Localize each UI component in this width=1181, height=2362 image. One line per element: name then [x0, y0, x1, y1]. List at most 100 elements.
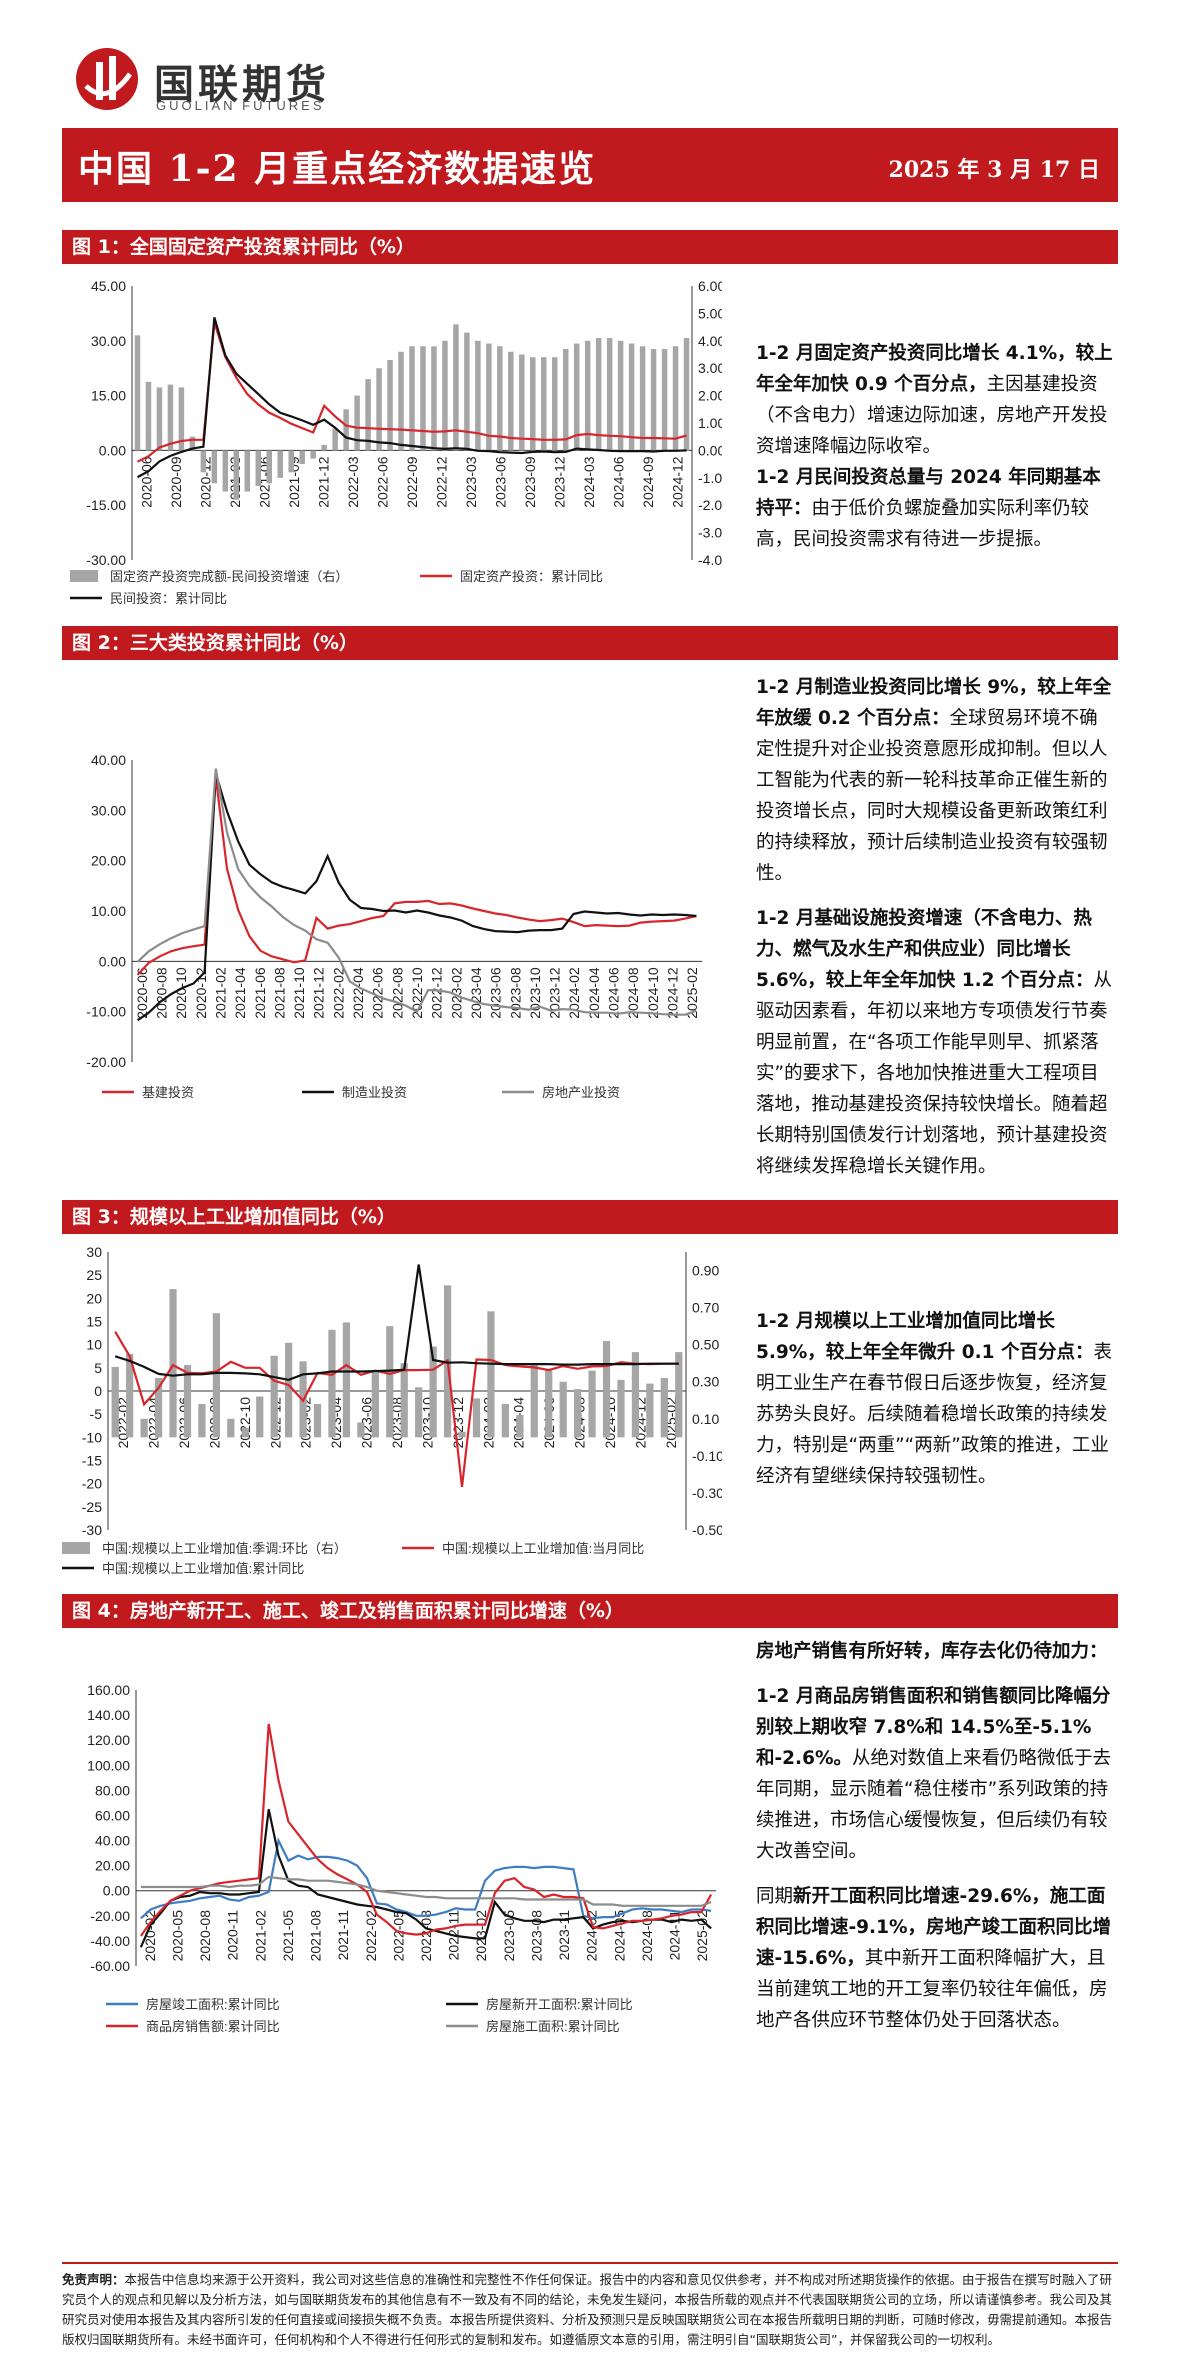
y-tick-label: -30.00: [86, 552, 126, 568]
y-tick-label-right: 1.00: [698, 415, 722, 431]
bar: [464, 332, 470, 451]
legend-label: 房屋施工面积:累计同比: [486, 2019, 620, 2034]
bar: [145, 381, 152, 451]
bar: [398, 351, 404, 451]
x-tick-label: 2023-09: [522, 456, 538, 508]
x-tick-label: 2023-12: [551, 456, 567, 508]
y-tick-label: 20.00: [95, 1858, 130, 1874]
legend-label: 房地产业投资: [542, 1085, 620, 1100]
x-tick-label: 2025-02: [694, 1910, 710, 1962]
bar: [321, 444, 327, 451]
x-tick-label: 2020-06: [139, 456, 155, 508]
bar: [299, 450, 305, 465]
legend-swatch: [62, 1542, 90, 1554]
y-tick-label-right: 0.10: [692, 1411, 719, 1427]
logo-subtitle: GUOLIAN FUTURES: [156, 98, 325, 113]
y-tick-label: -5: [90, 1406, 103, 1422]
bar: [154, 1378, 163, 1438]
legend-label: 商品房销售额:累计同比: [146, 2019, 280, 2034]
section-1-title: 图 1：全国固定资产投资累计同比（%）: [62, 230, 1118, 264]
chart-fixed-asset-investment: 45.00 30.00 15.00 0.00 -15.00 -30.00 6.00 5.00 4…: [70, 278, 722, 606]
y-tick-label: -10.00: [86, 1004, 126, 1020]
s3-p1-bold: 1-2 月规模以上工业增加值同比增长 5.9%，较上年全年微升 0.1 个百分点…: [756, 1311, 1094, 1363]
bar: [342, 1322, 351, 1438]
bar: [661, 349, 668, 451]
bar: [675, 1352, 683, 1438]
x-tick-label: 2020-05: [169, 1910, 185, 1962]
bar: [288, 450, 294, 473]
bar: [332, 428, 338, 451]
s4-p2-pre: 同期: [756, 1886, 794, 1907]
x-tick-label: 2022-03: [345, 456, 361, 508]
x-tick-label: 2022-09: [404, 456, 420, 508]
bar: [487, 1311, 495, 1438]
s4-p2-text: 其中新开工面积降幅扩大，且当前建筑工地的开工复率仍较往年偏低，房地产各供应环节整…: [756, 1948, 1108, 2031]
y-tick-label-right: 0.30: [692, 1374, 719, 1390]
bar: [501, 1403, 509, 1438]
x-tick-label: 2021-10: [291, 967, 307, 1019]
bar: [200, 450, 207, 473]
x-tick-label: 2022-02: [363, 1910, 379, 1962]
x-tick-label: 2020-10: [173, 967, 189, 1019]
section-4-text: 房地产销售有所好转，库存去化仍待加力： 1-2 月商品房销售面积和销售额同比降幅…: [756, 1636, 1116, 2036]
legend-label: 固定资产投资：累计同比: [460, 569, 603, 584]
s2-p1-text: 全球贸易环境不确定性提升对企业投资意愿形成抑制。但以人工智能为代表的新一轮科技革…: [756, 708, 1108, 884]
section-2-text: 1-2 月制造业投资同比增长 9%，较上年全年放缓 0.2 个百分点：全球贸易环…: [756, 672, 1116, 1182]
x-tick-label: 2024-09: [640, 456, 656, 508]
legend-label: 固定资产投资完成额-民间投资增速（右）: [110, 569, 348, 584]
s4-p0-bold: 房地产销售有所好转，库存去化仍待加力：: [756, 1641, 1108, 1662]
bar: [222, 450, 229, 492]
y-tick-label-right: -0.50: [692, 1522, 722, 1538]
x-tick-label: 2021-04: [232, 967, 248, 1019]
bar: [595, 338, 602, 451]
section-3-text: 1-2 月规模以上工业增加值同比增长 5.9%，较上年全年微升 0.1 个百分点…: [756, 1306, 1116, 1492]
x-tick-label: 2023-12: [547, 967, 563, 1019]
x-tick-label: 2023-10: [527, 967, 543, 1019]
disclaimer: 免责声明：本报告中信息均来源于公开资料，我公司对这些信息的准确性和完整性不作任何…: [62, 2270, 1118, 2350]
x-tick-label: 2021-08: [271, 967, 287, 1019]
y-tick-label: -60.00: [90, 1958, 130, 1974]
divider: [62, 2262, 1118, 2264]
bar: [588, 1370, 596, 1438]
bar: [313, 1403, 322, 1438]
x-tick-label: 2023-08: [528, 1910, 544, 1962]
x-tick-label: 2024-08: [625, 967, 641, 1019]
bar: [178, 387, 185, 451]
s1-p2-bold: 1-2 月民间投资总量与 2024 年同期基本持平：: [756, 467, 1101, 519]
x-tick-label: 2022-08: [389, 967, 405, 1019]
bar: [387, 359, 393, 451]
x-tick-label: 2020-08: [197, 1910, 213, 1962]
bar: [244, 450, 251, 492]
bar: [357, 1422, 365, 1438]
y-tick-label-right: -4.00: [698, 552, 722, 568]
bar: [552, 357, 558, 451]
chart-real-estate: 160.00 140.00 120.00 100.00 80.00 60.00 40.00 2…: [87, 1682, 716, 2034]
section-4-title: 图 4：房地产新开工、施工、竣工及销售面积累计同比增速（%）: [62, 1594, 1118, 1628]
x-tick-label: 2023-08: [507, 967, 523, 1019]
bar: [126, 1353, 134, 1438]
bar: [562, 349, 569, 451]
x-tick-label: 2020-06: [134, 967, 150, 1019]
y-tick-label: 20.00: [91, 853, 126, 869]
bar: [343, 409, 349, 451]
section-2-title: 图 2：三大类投资累计同比（%）: [62, 626, 1118, 660]
x-tick-label: 2021-06: [252, 967, 268, 1019]
y-tick-label: 25: [86, 1267, 102, 1283]
disclaimer-label: 免责声明：: [62, 2272, 125, 2287]
bar: [574, 1389, 582, 1438]
legend-label: 房屋新开工面积:累计同比: [486, 1997, 633, 2012]
bar: [660, 1378, 668, 1438]
x-tick-label: 2024-06: [610, 456, 626, 508]
s2-p1-bold: 1-2 月制造业投资同比增长 9%，较上年全年放缓 0.2 个百分点：: [756, 677, 1112, 729]
x-tick-label: 2023-02: [448, 967, 464, 1019]
y-tick-label-right: -1.00: [698, 470, 722, 486]
bar: [183, 1365, 192, 1438]
legend-label: 基建投资: [142, 1085, 194, 1100]
bar: [475, 340, 481, 451]
bar: [111, 1366, 119, 1438]
section-1-text: 1-2 月固定资产投资同比增长 4.1%，较上年全年加快 0.9 个百分点，主因…: [756, 338, 1116, 555]
y-tick-label: 0.00: [103, 1883, 130, 1899]
s2-p2-bold: 1-2 月基础设施投资增速（不含电力、热力、燃气及水生产和供应业）同比增长 5.…: [756, 908, 1094, 991]
s3-p1-text: 表明工业生产在春节假日后逐步恢复，经济复苏势头良好。后续随着稳增长政策的持续发力…: [756, 1342, 1112, 1487]
section-3-title: 图 3：规模以上工业增加值同比（%）: [62, 1200, 1118, 1234]
